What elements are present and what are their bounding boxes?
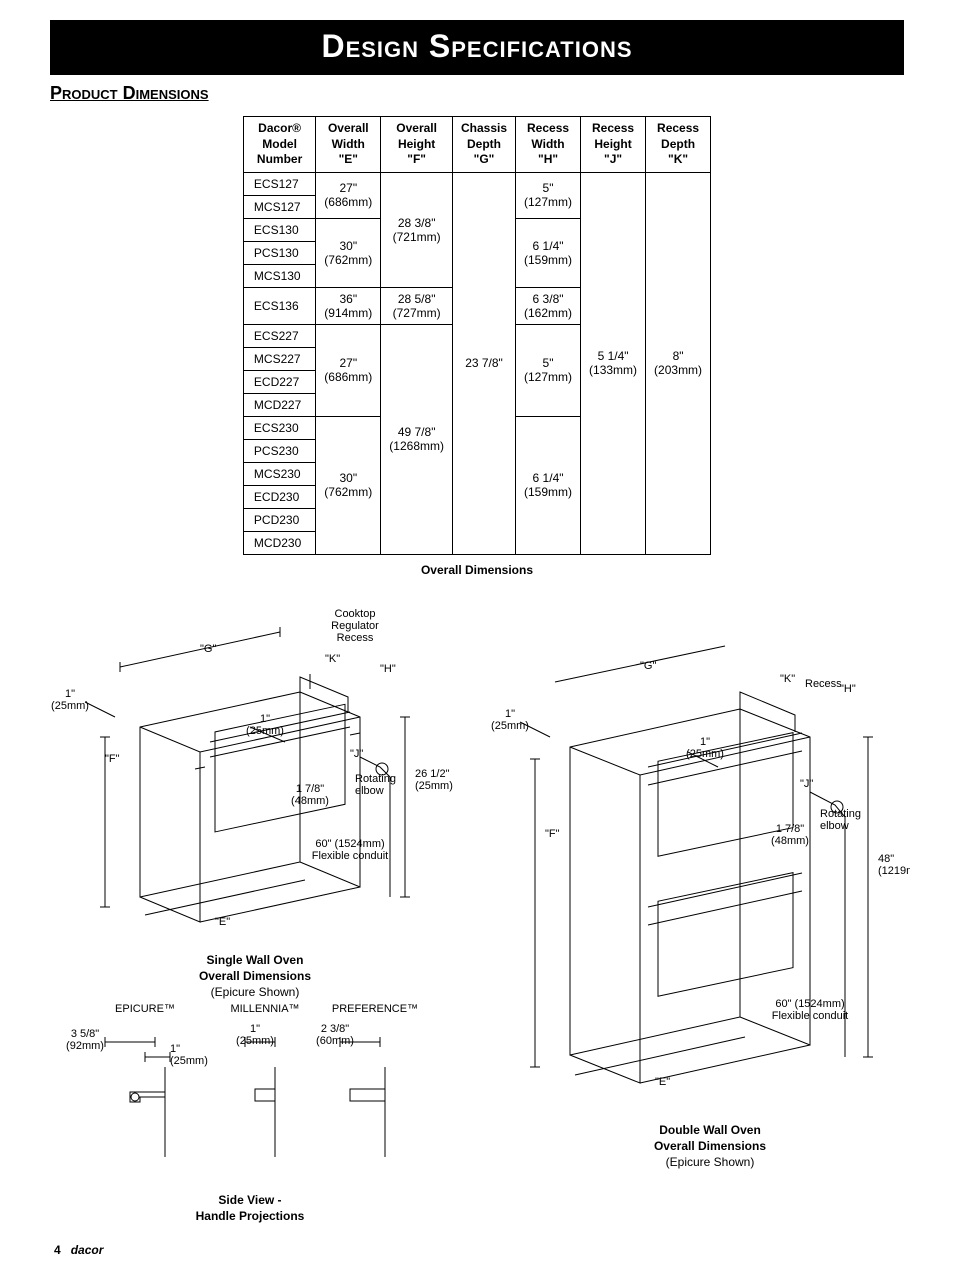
cell-j: 5 1/4"(133mm) [581, 172, 646, 554]
svg-text:"H": "H" [380, 663, 396, 675]
cell-h: 5"(127mm) [516, 324, 581, 416]
cell-e: 30"(762mm) [316, 218, 381, 287]
cell-model: MCS230 [243, 462, 315, 485]
cell-model: PCS130 [243, 241, 315, 264]
svg-text:"J": "J" [350, 748, 363, 760]
col-f: OverallHeight"F" [381, 117, 453, 173]
col-g: ChassisDepth"G" [452, 117, 515, 173]
col-model: Dacor®ModelNumber [243, 117, 315, 173]
cell-h: 6 3/8"(162mm) [516, 287, 581, 324]
cell-model: ECS230 [243, 416, 315, 439]
svg-text:"H": "H" [840, 683, 856, 695]
cell-k: 8"(203mm) [646, 172, 711, 554]
col-j: RecessHeight"J" [581, 117, 646, 173]
page-title: Design Specifications [50, 20, 904, 75]
double-oven-caption: Double Wall Oven Overall Dimensions (Epi… [610, 1122, 810, 1171]
svg-text:"E": "E" [655, 1076, 670, 1088]
section-heading: Product Dimensions [50, 83, 904, 104]
table-caption: Overall Dimensions [50, 563, 904, 577]
cell-h: 6 1/4"(159mm) [516, 416, 581, 554]
svg-text:26 1/2"(25mm): 26 1/2"(25mm) [415, 768, 453, 792]
cell-h: 6 1/4"(159mm) [516, 218, 581, 287]
cell-e: 30"(762mm) [316, 416, 381, 554]
cell-h: 5"(127mm) [516, 172, 581, 218]
handle-projections-diagram: EPICURE™ MILLENNIA™ PREFERENCE™ 3 5/8"(9… [50, 997, 450, 1187]
cell-f: 28 5/8"(727mm) [381, 287, 453, 324]
cell-e: 27"(686mm) [316, 172, 381, 218]
cell-f: 49 7/8"(1268mm) [381, 324, 453, 554]
svg-text:2 3/8"(60mm): 2 3/8"(60mm) [316, 1023, 354, 1047]
cell-model: MCD227 [243, 393, 315, 416]
cell-model: MCS130 [243, 264, 315, 287]
svg-text:PREFERENCE™: PREFERENCE™ [332, 1003, 418, 1015]
dimensions-table: Dacor®ModelNumber OverallWidth"E" Overal… [243, 116, 711, 555]
svg-text:1 7/8"(48mm): 1 7/8"(48mm) [291, 783, 329, 807]
col-k: RecessDepth"K" [646, 117, 711, 173]
cell-f: 28 3/8"(721mm) [381, 172, 453, 287]
cell-model: ECD227 [243, 370, 315, 393]
svg-text:1 7/8"(48mm): 1 7/8"(48mm) [771, 823, 809, 847]
cell-model: MCS227 [243, 347, 315, 370]
svg-text:1"(25mm): 1"(25mm) [170, 1043, 208, 1067]
svg-text:Recess: Recess [805, 678, 842, 690]
cell-model: MCD230 [243, 531, 315, 554]
svg-text:1"(25mm): 1"(25mm) [51, 688, 89, 712]
single-oven-diagram: "G" CooktopRegulatorRecess "K" "H" 1"(25… [50, 597, 460, 947]
single-oven-caption: Single Wall Oven Overall Dimensions (Epi… [50, 952, 460, 1001]
svg-text:EPICURE™: EPICURE™ [115, 1003, 175, 1015]
svg-text:"J": "J" [800, 778, 813, 790]
svg-text:60" (1524mm)Flexible conduit: 60" (1524mm)Flexible conduit [772, 998, 848, 1022]
svg-text:48"(1219mm): 48"(1219mm) [878, 853, 910, 877]
svg-text:CooktopRegulatorRecess: CooktopRegulatorRecess [331, 608, 379, 644]
svg-text:"G": "G" [200, 643, 216, 655]
cell-model: ECS136 [243, 287, 315, 324]
cell-model: ECS130 [243, 218, 315, 241]
cell-model: ECS127 [243, 172, 315, 195]
cell-model: PCS230 [243, 439, 315, 462]
svg-text:3 5/8"(92mm): 3 5/8"(92mm) [66, 1028, 104, 1052]
page-footer: 4dacor [50, 1243, 904, 1257]
cell-g: 23 7/8" [452, 172, 515, 554]
svg-text:"F": "F" [545, 828, 560, 840]
cell-model: ECD230 [243, 485, 315, 508]
svg-text:"E": "E" [215, 916, 230, 928]
svg-text:1"(25mm): 1"(25mm) [491, 708, 529, 732]
svg-text:"G": "G" [640, 660, 656, 672]
svg-text:1"(25mm): 1"(25mm) [686, 736, 724, 760]
svg-text:1"(25mm): 1"(25mm) [236, 1023, 274, 1047]
cell-e: 36"(914mm) [316, 287, 381, 324]
cell-e: 27"(686mm) [316, 324, 381, 416]
col-h: RecessWidth"H" [516, 117, 581, 173]
svg-text:"K": "K" [325, 653, 340, 665]
handle-caption: Side View - Handle Projections [50, 1192, 450, 1224]
svg-text:"K": "K" [780, 673, 795, 685]
double-oven-diagram: "G" "K" Recess "H" 1"(25mm) 1"(25mm) "F"… [490, 637, 910, 1117]
svg-text:MILLENNIA™: MILLENNIA™ [230, 1003, 299, 1015]
col-e: OverallWidth"E" [316, 117, 381, 173]
svg-text:60" (1524mm)Flexible conduit: 60" (1524mm)Flexible conduit [312, 838, 388, 862]
cell-model: MCS127 [243, 195, 315, 218]
svg-text:1"(25mm): 1"(25mm) [246, 713, 284, 737]
cell-model: ECS227 [243, 324, 315, 347]
cell-model: PCD230 [243, 508, 315, 531]
svg-text:"F": "F" [105, 753, 120, 765]
svg-text:Rotatingelbow: Rotatingelbow [820, 808, 861, 832]
